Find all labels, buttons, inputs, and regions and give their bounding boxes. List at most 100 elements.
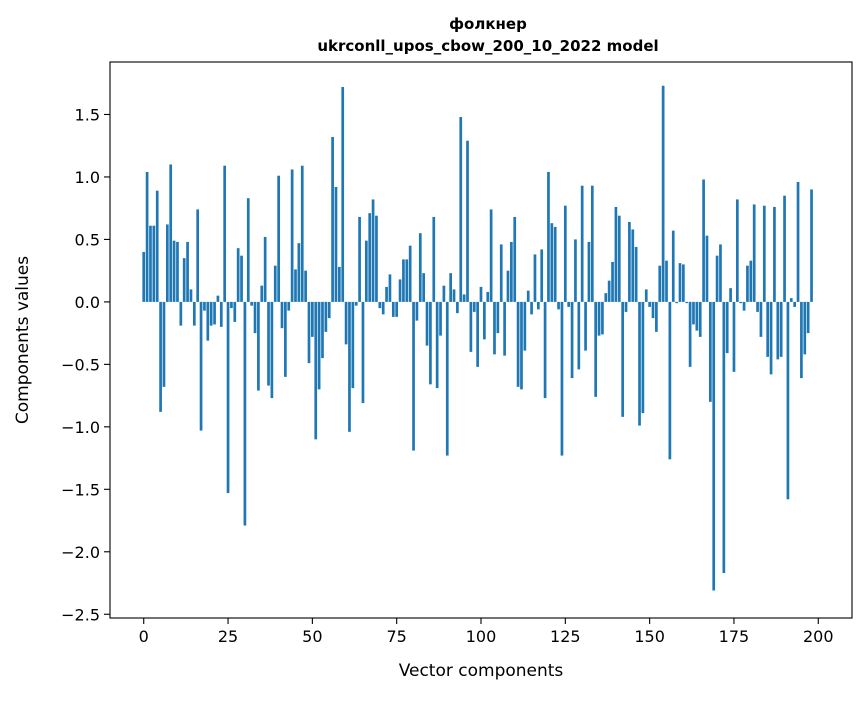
bar-39 <box>274 266 277 302</box>
y-tick-label-6: 0.5 <box>75 230 100 249</box>
bar-171 <box>719 244 722 301</box>
bar-53 <box>321 302 324 358</box>
y-tick-label-2: −1.5 <box>61 480 100 499</box>
bar-149 <box>645 289 648 301</box>
bar-111 <box>517 302 520 387</box>
bar-62 <box>351 302 354 388</box>
bar-184 <box>763 206 766 302</box>
bar-172 <box>722 302 725 573</box>
bar-69 <box>375 216 378 302</box>
bar-63 <box>355 302 358 306</box>
bar-67 <box>368 213 371 302</box>
bar-145 <box>631 229 634 301</box>
bar-104 <box>493 302 496 354</box>
bar-57 <box>335 187 338 302</box>
bar-125 <box>564 206 567 302</box>
bar-128 <box>574 239 577 301</box>
bar-40 <box>277 176 280 302</box>
x-tick-label-75: 75 <box>387 627 407 646</box>
bar-64 <box>358 217 361 302</box>
bar-163 <box>692 302 695 324</box>
bar-161 <box>685 302 688 303</box>
bar-197 <box>807 302 810 333</box>
bar-47 <box>301 166 304 302</box>
bar-19 <box>206 302 209 341</box>
bar-87 <box>436 302 439 388</box>
bar-132 <box>588 242 591 302</box>
bar-198 <box>810 189 813 301</box>
bar-139 <box>611 262 614 302</box>
bar-112 <box>520 302 523 389</box>
bar-136 <box>601 302 604 334</box>
bar-150 <box>648 302 651 307</box>
bar-65 <box>362 302 365 403</box>
bar-159 <box>679 263 682 302</box>
bar-187 <box>773 207 776 302</box>
bar-0 <box>142 252 145 302</box>
bar-142 <box>621 302 624 417</box>
bar-13 <box>186 242 189 302</box>
bar-23 <box>220 302 223 327</box>
bar-6 <box>163 302 166 387</box>
bar-90 <box>446 302 449 456</box>
bar-43 <box>287 302 290 311</box>
y-tick-label-8: 1.5 <box>75 105 100 124</box>
bar-78 <box>405 259 408 301</box>
bar-20 <box>210 302 213 326</box>
bar-11 <box>179 302 182 326</box>
bar-164 <box>696 302 699 331</box>
bar-26 <box>230 302 233 308</box>
bar-162 <box>689 302 692 367</box>
bar-100 <box>480 287 483 302</box>
bar-148 <box>642 302 645 413</box>
bar-22 <box>217 296 220 302</box>
bar-107 <box>503 302 506 356</box>
x-tick-label-150: 150 <box>634 627 665 646</box>
bar-105 <box>497 302 500 333</box>
bar-71 <box>382 302 385 314</box>
bar-86 <box>432 217 435 302</box>
bar-8 <box>169 164 172 301</box>
bar-37 <box>267 302 270 386</box>
y-tick-label-3: −1.0 <box>61 418 100 437</box>
bar-189 <box>780 302 783 357</box>
bar-76 <box>399 279 402 301</box>
bar-79 <box>409 246 412 302</box>
bar-137 <box>604 293 607 302</box>
bar-124 <box>561 302 564 456</box>
bar-153 <box>658 266 661 302</box>
bar-135 <box>598 302 601 336</box>
bar-34 <box>257 302 260 391</box>
bar-178 <box>743 302 746 311</box>
bar-68 <box>372 199 375 301</box>
bar-35 <box>260 286 263 302</box>
bar-110 <box>513 217 516 302</box>
bar-70 <box>378 302 381 308</box>
bar-140 <box>615 207 618 302</box>
bar-129 <box>577 302 580 369</box>
bar-73 <box>389 274 392 301</box>
bar-120 <box>547 172 550 302</box>
bar-7 <box>166 224 169 301</box>
bar-82 <box>419 233 422 302</box>
bar-173 <box>726 302 729 353</box>
x-tick-label-25: 25 <box>218 627 238 646</box>
bar-188 <box>776 302 779 359</box>
bar-96 <box>466 141 469 302</box>
bar-113 <box>524 302 527 351</box>
bar-21 <box>213 302 216 324</box>
bar-56 <box>331 137 334 302</box>
bar-182 <box>756 302 759 312</box>
bar-75 <box>395 302 398 317</box>
bar-190 <box>783 196 786 302</box>
bar-183 <box>760 302 763 337</box>
bar-83 <box>422 273 425 302</box>
bar-32 <box>250 302 253 306</box>
chart-subtitle: ukrconll_upos_cbow_200_10_2022 model <box>317 37 658 55</box>
bar-91 <box>449 273 452 302</box>
bar-134 <box>594 302 597 397</box>
bar-85 <box>429 302 432 384</box>
chart-title: фолкнер <box>449 15 527 33</box>
bar-165 <box>699 302 702 337</box>
